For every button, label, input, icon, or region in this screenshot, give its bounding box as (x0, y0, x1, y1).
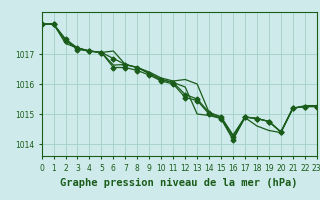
X-axis label: Graphe pression niveau de la mer (hPa): Graphe pression niveau de la mer (hPa) (60, 178, 298, 188)
